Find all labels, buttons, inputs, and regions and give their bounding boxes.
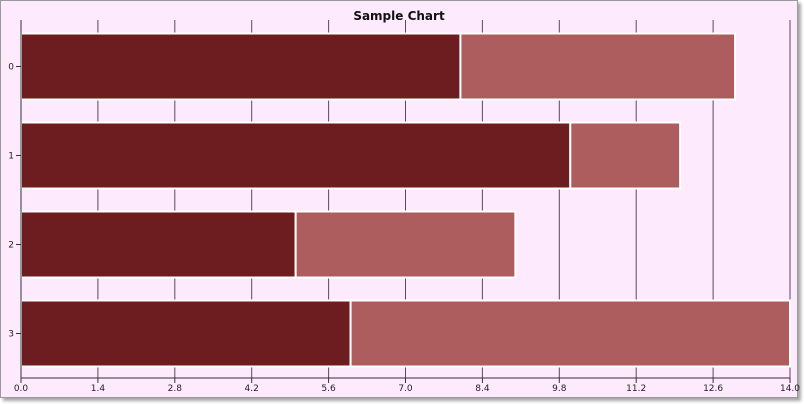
x-tick-label: 4.2: [245, 384, 259, 394]
bar-segment-2-series-1: [20, 210, 297, 279]
bar-layer: [20, 32, 791, 368]
chart-title: Sample Chart: [353, 9, 445, 23]
x-tick-label: 5.6: [321, 384, 336, 394]
x-tick-label: 9.8: [552, 384, 567, 394]
bar-segment-0-series-1: [20, 32, 462, 101]
x-tick-label: 1.4: [91, 384, 106, 394]
x-tick-label: 0.0: [14, 384, 29, 394]
bar-segment-3-series-2: [349, 299, 791, 368]
x-tick-label: 11.2: [626, 384, 646, 394]
bar-segment-1-series-1: [20, 121, 572, 190]
x-tick-label: 12.6: [703, 384, 723, 394]
x-tick-label: 14.0: [780, 384, 800, 394]
y-tick-label: 1: [8, 152, 14, 162]
bar-segment-0-series-2: [459, 32, 737, 101]
y-tick-label: 0: [8, 63, 14, 73]
y-tick-label: 3: [8, 330, 14, 340]
bar-segment-1-series-2: [569, 121, 682, 190]
axis-layer: 0.0 1.4 2.8 4.2 5.6 7.0 8.4 9.8 11.2 12.6 14.0 0 1 2 3: [8, 20, 800, 394]
x-tick-label: 8.4: [475, 384, 490, 394]
bar-segment-2-series-2: [294, 210, 517, 279]
x-tick-label: 2.8: [168, 384, 183, 394]
y-tick-label: 2: [8, 241, 14, 251]
x-tick-label: 7.0: [398, 384, 413, 394]
bar-segment-3-series-1: [20, 299, 352, 368]
